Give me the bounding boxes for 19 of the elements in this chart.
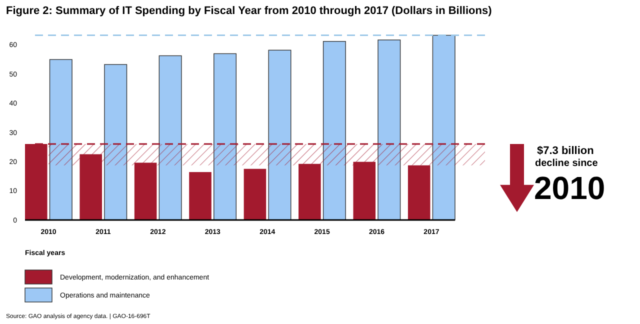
bar [378,40,401,220]
bar [298,164,321,220]
text: 2010 [534,170,606,206]
bar [80,154,102,220]
bar [244,168,266,220]
text: $7.3 billion [537,145,594,157]
bar [353,162,376,220]
bar [49,59,72,220]
bar [432,34,456,220]
bar [134,162,157,220]
chart-title: Figure 2: Summary of IT Spending by Fiscal Year from 2010 through 2017 (Dollars in Billions) [6,5,492,17]
bar [322,41,346,220]
bar [214,53,237,220]
bar [268,50,292,220]
bar [158,55,182,220]
bar [408,165,430,220]
text: decline since [535,158,598,169]
bar [189,172,212,220]
bar [104,64,128,220]
